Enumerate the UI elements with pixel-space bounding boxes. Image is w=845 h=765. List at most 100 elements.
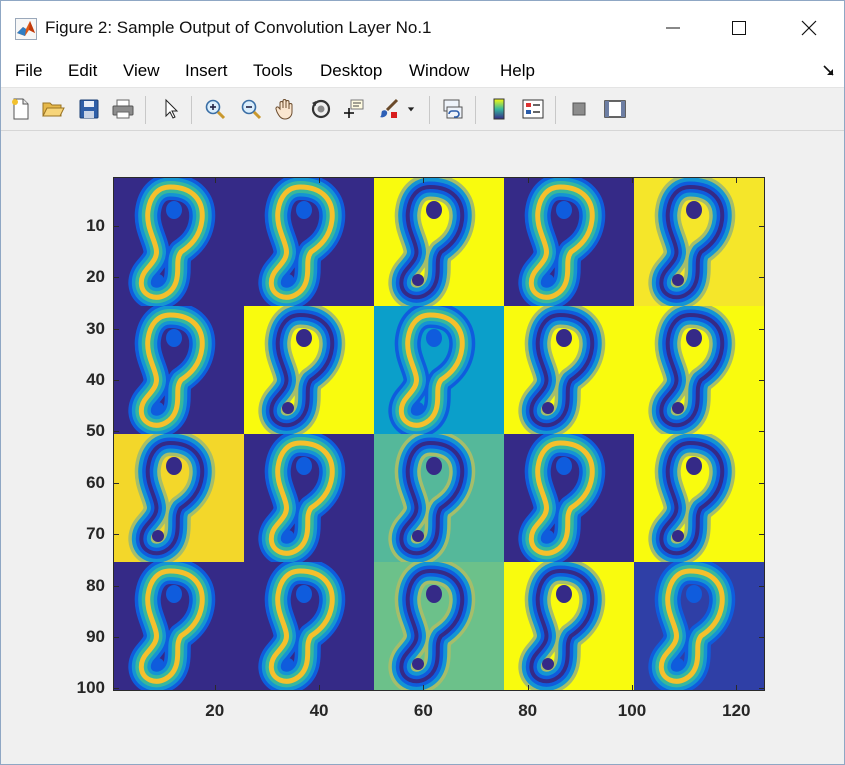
digit-activation-shape xyxy=(518,434,606,562)
y-tick-mark xyxy=(759,277,765,279)
digit-activation-shape xyxy=(388,434,476,562)
hide-plot-tools-button[interactable] xyxy=(565,95,593,123)
image-axes[interactable] xyxy=(113,177,765,691)
pan-button[interactable] xyxy=(271,95,299,123)
feature-map-tile xyxy=(634,178,764,306)
print-figure-button[interactable] xyxy=(109,95,137,123)
menu-view[interactable]: View xyxy=(123,61,160,80)
figure-toolbar xyxy=(1,87,844,131)
printer-icon xyxy=(112,99,134,119)
digit-activation-shape xyxy=(648,562,736,690)
close-icon xyxy=(801,20,817,36)
y-tick-label: 70 xyxy=(86,524,105,544)
maximize-button[interactable] xyxy=(713,11,765,45)
brush-icon xyxy=(380,98,399,118)
y-tick-label: 60 xyxy=(86,472,105,492)
toolbar-separator xyxy=(191,96,192,124)
feature-map-tile xyxy=(114,306,244,434)
feature-map-tile xyxy=(374,178,504,306)
save-figure-button[interactable] xyxy=(75,95,103,123)
digit-activation-shape xyxy=(518,306,606,434)
insert-colorbar-button[interactable] xyxy=(485,95,513,123)
show-plot-tools-button[interactable] xyxy=(601,95,629,123)
title-bar[interactable]: Figure 2: Sample Output of Convolution L… xyxy=(1,1,844,55)
x-tick-label: 120 xyxy=(722,701,751,720)
figure-canvas: 10 20 30 40 50 60 70 80 90 100 20 40 60 80 100 120 xyxy=(3,132,842,762)
dropdown-arrow-icon xyxy=(407,107,415,112)
y-tick-mark xyxy=(113,534,119,536)
data-cursor-button[interactable] xyxy=(339,95,367,123)
link-plot-button[interactable] xyxy=(439,95,467,123)
y-tick-mark xyxy=(113,585,119,587)
y-tick-mark xyxy=(113,380,119,382)
toolbar-separator xyxy=(429,96,430,124)
new-figure-button[interactable] xyxy=(7,95,35,123)
insert-legend-button[interactable] xyxy=(519,95,547,123)
feature-map-tile xyxy=(244,306,374,434)
digit-activation-shape xyxy=(388,562,476,690)
digit-activation-shape xyxy=(258,306,346,434)
y-tick-mark xyxy=(759,585,765,587)
x-tick-label: 60 xyxy=(413,701,433,720)
menu-edit[interactable]: Edit xyxy=(68,61,98,80)
y-tick-mark xyxy=(113,637,119,639)
legend-icon xyxy=(522,99,544,119)
pointer-arrow-icon xyxy=(165,98,179,119)
x-tick-mark xyxy=(319,685,321,691)
feature-map-tile xyxy=(114,562,244,690)
link-icon xyxy=(443,99,463,119)
digit-activation-shape xyxy=(258,562,346,690)
hand-icon xyxy=(275,99,293,120)
maximize-icon xyxy=(732,21,746,35)
x-tick-label: 40 xyxy=(309,701,329,720)
digit-activation-shape xyxy=(388,306,476,434)
zoom-in-icon xyxy=(205,99,226,120)
feature-map-tile xyxy=(244,178,374,306)
feature-map-tile xyxy=(114,178,244,306)
digit-activation-shape xyxy=(648,434,736,562)
feature-map-tile xyxy=(504,306,634,434)
hide-tools-icon xyxy=(572,102,586,116)
edit-plot-button[interactable] xyxy=(157,95,185,123)
y-tick-label: 50 xyxy=(86,421,105,441)
y-tick-label: 40 xyxy=(86,370,105,390)
save-icon xyxy=(79,99,99,119)
x-tick-mark xyxy=(527,685,529,691)
y-tick-mark xyxy=(759,328,765,330)
y-tick-mark xyxy=(113,482,119,484)
minimize-button[interactable] xyxy=(647,11,699,45)
feature-map-tile xyxy=(374,306,504,434)
y-tick-mark xyxy=(759,482,765,484)
digit-activation-shape xyxy=(388,178,476,306)
brush-button[interactable] xyxy=(375,95,403,123)
menu-tools[interactable]: Tools xyxy=(253,61,293,80)
y-tick-mark xyxy=(759,431,765,433)
y-tick-label: 10 xyxy=(86,215,105,235)
dock-figure-icon[interactable] xyxy=(822,64,836,78)
x-tick-mark xyxy=(527,177,529,183)
new-file-icon xyxy=(12,98,29,120)
feature-map-tile xyxy=(114,434,244,562)
menu-insert[interactable]: Insert xyxy=(185,61,228,80)
x-tick-label: 80 xyxy=(518,701,538,720)
brush-dropdown[interactable] xyxy=(403,95,419,123)
menu-desktop[interactable]: Desktop xyxy=(320,61,383,80)
y-tick-label: 80 xyxy=(86,575,105,595)
menu-window[interactable]: Window xyxy=(409,61,470,80)
zoom-out-button[interactable] xyxy=(237,95,265,123)
zoom-in-button[interactable] xyxy=(201,95,229,123)
menu-file[interactable]: File xyxy=(15,61,43,80)
x-tick-mark xyxy=(319,177,321,183)
x-tick-mark xyxy=(423,685,425,691)
y-tick-mark xyxy=(759,534,765,536)
rotate-3d-button[interactable] xyxy=(307,95,335,123)
open-file-button[interactable] xyxy=(39,95,67,123)
feature-map-grid xyxy=(114,178,764,690)
y-tick-mark xyxy=(759,225,765,227)
x-tick-label: 20 xyxy=(205,701,225,720)
menu-bar: File Edit View Insert Tools Desktop Wind… xyxy=(1,55,844,87)
y-tick-label: 90 xyxy=(86,627,105,647)
x-tick-mark xyxy=(736,685,738,691)
menu-help[interactable]: Help xyxy=(500,61,535,80)
close-button[interactable] xyxy=(783,11,835,45)
